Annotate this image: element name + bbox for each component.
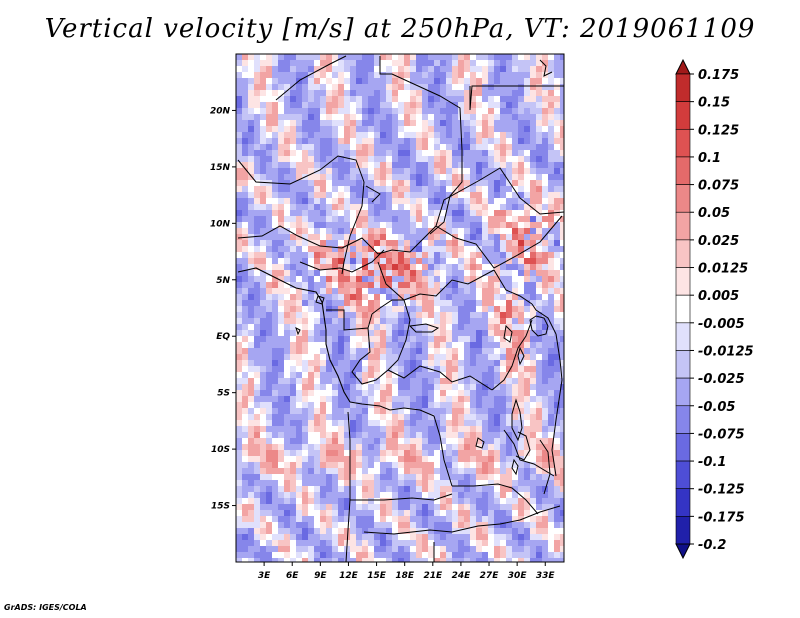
colorbar-label: -0.1 (698, 455, 726, 470)
colorbar-label: -0.025 (698, 372, 745, 387)
colorbar-swatch (675, 377, 691, 407)
y-tick-label: 5S (217, 389, 230, 399)
x-tick-label: 30E (508, 571, 528, 581)
colorbar-swatch (675, 184, 691, 213)
colorbar-swatch (675, 73, 691, 102)
y-tick-label: 20N (210, 106, 231, 116)
colorbar-swatch (675, 211, 691, 241)
x-tick-label: 9E (314, 571, 327, 581)
colorbar-swatch (675, 488, 691, 517)
colorbar-label: 0.005 (698, 289, 739, 304)
colorbar-swatch (675, 239, 691, 268)
colorbar-label: -0.005 (698, 317, 745, 332)
colorbar-swatch (675, 350, 691, 379)
colorbar-label: -0.0125 (698, 344, 754, 359)
colorbar-swatch (675, 101, 691, 130)
x-tick-label: 12E (339, 571, 359, 581)
x-tick-label: 27E (480, 571, 500, 581)
x-tick-label: 6E (286, 571, 299, 581)
y-tick-label: 15S (211, 502, 230, 512)
colorbar-label: -0.175 (698, 510, 745, 525)
colorbar-label: 0.05 (698, 206, 730, 221)
longitude-axis: 3E 6E 9E 12E 15E 18E 21E 24E 27E 30E 33E (258, 562, 556, 581)
plot-title: Vertical velocity [m/s] at 250hPa, VT: 2… (44, 14, 756, 44)
map-panel (235, 53, 565, 563)
y-tick-label: EQ (216, 332, 230, 342)
y-tick-label: 5N (216, 276, 230, 286)
country-borders (237, 55, 564, 562)
colorbar-label: 0.125 (698, 123, 739, 138)
colorbar-swatch (675, 405, 691, 434)
y-tick-label: 10N (210, 219, 231, 229)
colorbar-label: -0.05 (698, 400, 735, 415)
x-tick-label: 33E (536, 571, 556, 581)
x-tick-label: 24E (452, 571, 472, 581)
velocity-field (236, 54, 564, 562)
x-tick-label: 15E (367, 571, 387, 581)
y-tick-label: 15N (210, 163, 231, 173)
map-border (235, 53, 565, 563)
colorbar-swatch (675, 516, 691, 545)
colorbar-label: 0.075 (698, 179, 739, 194)
colorbar-swatch (675, 294, 691, 324)
colorbar-swatch (675, 128, 691, 158)
grads-credit: GrADS: IGES/COLA (4, 603, 87, 612)
colorbar-label: -0.2 (698, 538, 726, 553)
x-tick-label: 18E (395, 571, 415, 581)
colorbar-swatch (675, 322, 691, 351)
colorbar-swatch (675, 433, 691, 462)
colorbar-swatch (675, 267, 691, 296)
latitude-axis: 20N 15N 10N 5N EQ 5S 10S 15S (210, 106, 236, 512)
x-tick-label: 21E (423, 571, 443, 581)
colorbar-label: -0.075 (698, 427, 745, 442)
x-tick-label: 3E (258, 571, 271, 581)
colorbar-bottom-arrow (675, 543, 691, 560)
colorbar-label: -0.125 (698, 483, 745, 498)
colorbar-label: 0.025 (698, 234, 739, 249)
colorbar-label: 0.175 (698, 68, 739, 83)
colorbar-top-arrow (675, 58, 691, 75)
colorbar-swatch (675, 460, 691, 490)
colorbar: 0.175 0.15 0.125 0.1 0.075 0.05 0.025 0.0125 0.0… (675, 58, 754, 560)
colorbar-label: 0.0125 (698, 262, 748, 277)
colorbar-label: 0.1 (698, 151, 721, 166)
y-tick-label: 10S (211, 445, 230, 455)
colorbar-swatch (675, 156, 691, 185)
colorbar-label: 0.15 (698, 96, 730, 111)
